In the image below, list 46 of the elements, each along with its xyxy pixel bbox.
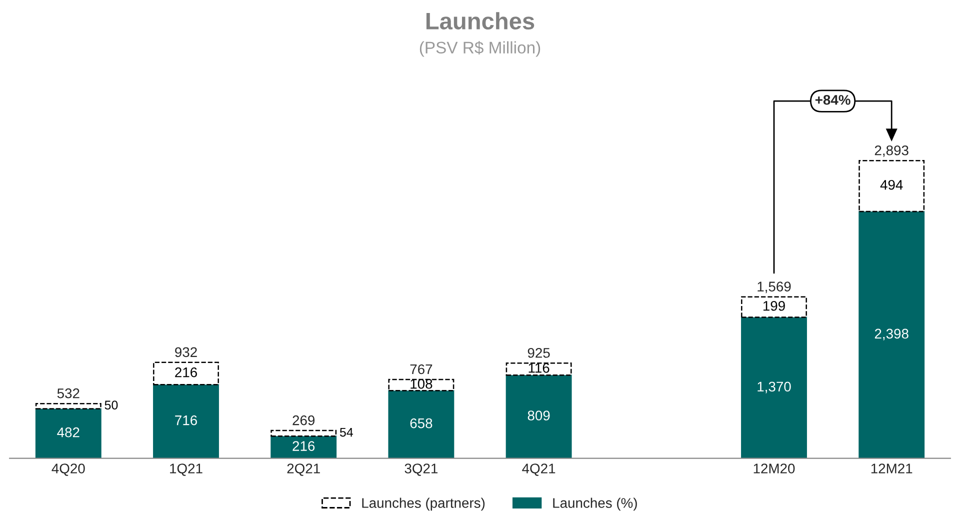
data-label: 658 bbox=[410, 418, 432, 428]
total-label: 1,569 bbox=[758, 282, 791, 294]
chart-subtitle: (PSV R$ Million) bbox=[420, 41, 540, 57]
data-label: 54 bbox=[340, 428, 354, 437]
bar bbox=[741, 316, 807, 458]
x-tick-label: 2Q21 bbox=[287, 464, 320, 476]
data-label: 116 bbox=[528, 362, 550, 373]
x-tick-label: 4Q21 bbox=[522, 464, 556, 476]
data-label: 716 bbox=[175, 415, 197, 426]
bar bbox=[153, 362, 219, 386]
data-label: 216 bbox=[292, 441, 315, 451]
data-label: 216 bbox=[175, 367, 197, 378]
data-label: 494 bbox=[880, 180, 903, 190]
bar bbox=[858, 160, 925, 212]
bar bbox=[35, 408, 102, 458]
chart-title: Launches bbox=[426, 12, 534, 30]
bar bbox=[741, 296, 807, 318]
x-tick-label: 1Q21 bbox=[170, 464, 202, 476]
text: +84% bbox=[815, 94, 850, 105]
bar bbox=[506, 362, 572, 376]
bar bbox=[506, 374, 572, 458]
data-label: 50 bbox=[104, 400, 118, 410]
data-label: 1,370 bbox=[758, 382, 791, 394]
data-label: 482 bbox=[57, 427, 80, 438]
total-label: 932 bbox=[175, 347, 197, 358]
x-tick-label: 12M21 bbox=[871, 464, 912, 474]
x-tick-label: 4Q20 bbox=[52, 464, 85, 476]
bar bbox=[35, 402, 102, 410]
bar bbox=[388, 378, 454, 392]
x-tick-label: 12M20 bbox=[754, 464, 795, 474]
legend-label: Launches (%) bbox=[553, 498, 637, 511]
legend-label: Launches (partners) bbox=[362, 498, 485, 511]
bar bbox=[153, 384, 219, 458]
bar bbox=[270, 430, 337, 437]
data-label: 2,398 bbox=[874, 328, 908, 340]
total-label: 925 bbox=[528, 348, 550, 358]
bar bbox=[270, 435, 337, 458]
bar bbox=[858, 210, 925, 458]
total-label: 532 bbox=[57, 388, 80, 398]
data-label: 199 bbox=[763, 300, 785, 311]
total-label: 2,893 bbox=[874, 145, 908, 157]
total-label: 767 bbox=[410, 364, 432, 374]
x-tick-label: 3Q21 bbox=[404, 464, 438, 476]
bar bbox=[388, 390, 454, 458]
data-label: 809 bbox=[528, 410, 550, 420]
total-label: 269 bbox=[292, 415, 315, 426]
